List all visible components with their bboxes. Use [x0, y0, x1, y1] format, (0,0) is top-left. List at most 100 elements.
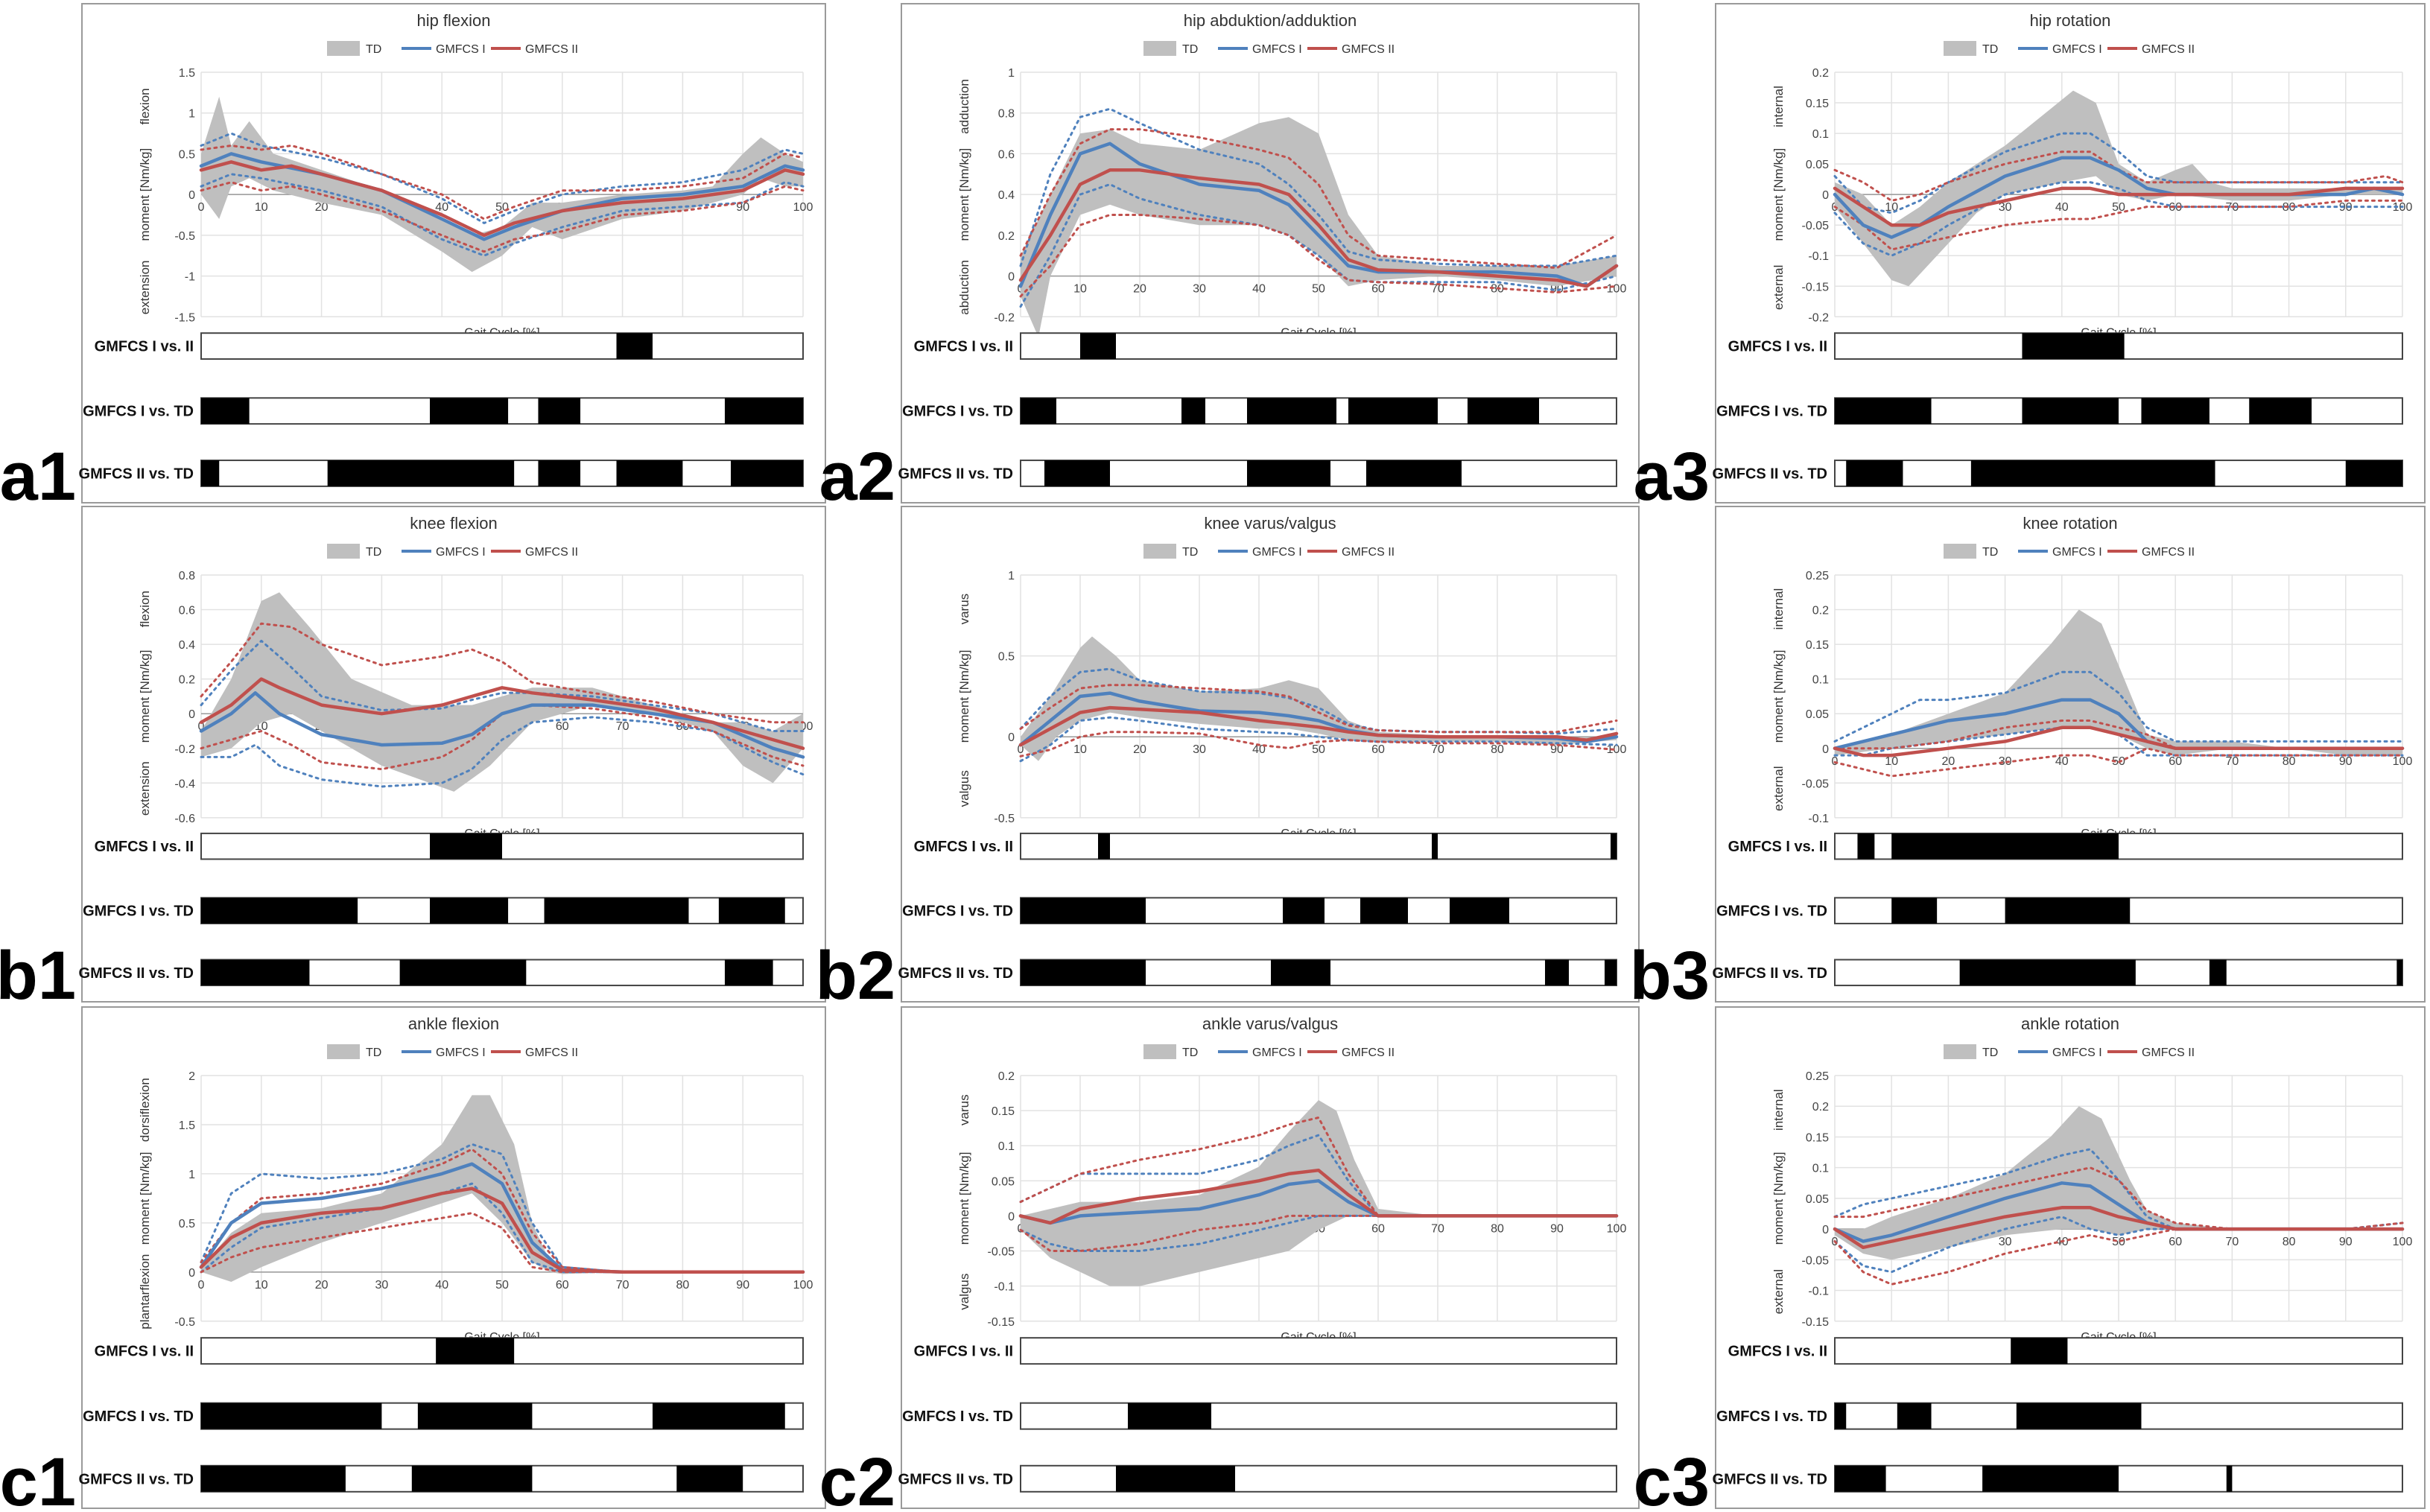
x-tick-label: 0: [198, 1279, 205, 1292]
significance-segment: [1181, 398, 1205, 425]
y-tick-label: 0: [1822, 1224, 1829, 1236]
significance-segment: [411, 1465, 533, 1492]
y-tick-label: -0.2: [1808, 311, 1829, 324]
y-axis-unit-label: moment [Nm/kg]: [957, 650, 971, 743]
significance-row-i-vs-ii: GMFCS I vs. II: [1728, 832, 2403, 860]
y-axis-negative-label: extension: [138, 261, 152, 315]
panel-b3: knee rotation TD GMFCS I GMFCS II -0.1 -0.05 0…: [1630, 506, 2426, 1014]
significance-segment: [1128, 1403, 1211, 1429]
y-tick-label: -0.05: [1802, 220, 1830, 232]
panel-label: c1: [0, 1444, 76, 1512]
y-tick-label: 0: [1008, 1210, 1015, 1223]
y-axis-positive-label: adduction: [957, 79, 971, 134]
x-tick-label: 50: [2112, 1236, 2125, 1248]
panel-a2: hip abduktion/adduktion TD GMFCS I GMFCS II…: [819, 3, 1640, 515]
legend-label-gmfcs2: GMFCS II: [1342, 43, 1395, 56]
x-tick-label: 90: [736, 201, 749, 214]
significance-segment: [399, 959, 527, 986]
x-tick-label: 60: [2169, 755, 2182, 768]
y-tick-label: 0.1: [998, 1140, 1015, 1153]
y-axis-negative-label: abduction: [957, 260, 971, 315]
y-axis-positive-label: internal: [1771, 588, 1786, 630]
y-tick-label: -0.5: [994, 813, 1015, 825]
y-tick-label: -0.15: [1802, 1316, 1830, 1329]
significance-segment: [2022, 398, 2119, 425]
x-tick-label: 80: [1491, 1222, 1504, 1235]
gmfcs2-upper-sd-line: [1833, 150, 2404, 202]
y-axis-labels: moment [Nm/kg] dorsiflexion plantarflexion: [138, 1078, 152, 1330]
x-tick-label: 10: [255, 1279, 268, 1292]
x-tick-label: 40: [2055, 755, 2069, 768]
panel-c1: ankle flexion TD GMFCS I GMFCS II -0.5 0 0.5 1 1…: [0, 1006, 826, 1512]
legend: TD GMFCS I GMFCS II: [1944, 41, 2195, 56]
significance-segment: [1891, 898, 1938, 924]
panel-label: b1: [0, 938, 76, 1014]
legend-label-td: TD: [1982, 546, 1998, 559]
significance-segment: [430, 833, 502, 860]
x-tick-label: 100: [793, 1279, 813, 1292]
significance-segment: [1835, 1403, 1847, 1429]
significance-row-i-vs-td: GMFCS I vs. TD: [83, 897, 804, 924]
significance-segment: [1605, 959, 1617, 986]
y-tick-label: 0.2: [1812, 1101, 1829, 1114]
x-tick-label: 10: [255, 201, 268, 214]
x-tick-label: 50: [2112, 201, 2125, 214]
significance-row-i-vs-ii: GMFCS I vs. II: [95, 332, 804, 360]
y-tick-label: 0.05: [1806, 708, 1829, 721]
y-tick-label: 0: [1822, 743, 1829, 756]
significance-segment: [538, 460, 581, 486]
gmfcs1-mean-line: [199, 691, 805, 759]
panel-label: a2: [819, 439, 895, 515]
x-tick-label: 100: [1607, 1222, 1627, 1235]
y-axis-negative-label: plantarflexion: [138, 1254, 152, 1330]
y-tick-label: 0.2: [1812, 67, 1829, 80]
x-tick-label: 70: [2226, 1236, 2239, 1248]
y-tick-label: 0.4: [998, 189, 1015, 202]
comparison-label: GMFCS I vs. II: [95, 1344, 194, 1360]
significance-row-i-vs-td: GMFCS I vs. TD: [1716, 897, 2403, 924]
gmfcs2-mean-line: [199, 677, 805, 750]
y-tick-label: -0.05: [988, 1246, 1015, 1259]
significance-segment: [1283, 898, 1325, 924]
gmfcs2-mean-line: [1018, 1168, 1619, 1225]
significance-segment: [538, 398, 581, 425]
y-axis-positive-label: flexion: [138, 591, 152, 627]
td-band: [1021, 1100, 1617, 1286]
significance-row-ii-vs-td: GMFCS II vs. TD: [79, 959, 804, 987]
y-axis-unit-label: moment [Nm/kg]: [957, 148, 971, 241]
significance-bar-frame: [1020, 1402, 1617, 1430]
significance-segment: [718, 898, 785, 924]
y-tick-label: 1: [188, 108, 195, 121]
significance-segment: [2011, 1338, 2068, 1365]
significance-row-ii-vs-td: GMFCS II vs. TD: [1713, 1464, 2403, 1493]
y-tick-label: 0: [188, 1267, 195, 1280]
x-tick-label: 10: [1885, 755, 1898, 768]
y-tick-label: 0.15: [992, 1105, 1015, 1118]
gmfcs2-upper-sd-line: [1019, 684, 1618, 734]
significance-segment: [2016, 1403, 2142, 1429]
x-tick-label: 60: [1371, 283, 1385, 296]
y-tick-label: 0: [1008, 731, 1015, 744]
x-tick-label: 30: [1999, 1236, 2012, 1248]
x-tick-label: 30: [1999, 755, 2012, 768]
comparison-label: GMFCS I vs. TD: [902, 404, 1013, 420]
y-axis-positive-label: internal: [1771, 86, 1786, 127]
x-tick-label: 60: [1371, 1222, 1385, 1235]
gmfcs2-mean-line: [1833, 186, 2405, 227]
chart-title: knee varus/valgus: [1204, 514, 1336, 533]
y-tick-label: 0.6: [179, 605, 195, 617]
significance-segment: [1348, 398, 1438, 425]
legend-label-gmfcs2: GMFCS II: [2142, 1046, 2195, 1059]
significance-segment: [1468, 398, 1539, 425]
legend-label-gmfcs2: GMFCS II: [1342, 1046, 1395, 1059]
x-tick-label: 70: [1431, 283, 1444, 296]
x-tick-label: 40: [435, 201, 448, 214]
significance-segment: [544, 898, 689, 924]
significance-segment: [1247, 398, 1336, 425]
gmfcs1-upper-sd-line: [1019, 1134, 1618, 1217]
significance-row-i-vs-td: GMFCS I vs. TD: [83, 1402, 804, 1430]
legend: TD GMFCS I GMFCS II: [1143, 41, 1395, 56]
y-tick-label: -0.5: [174, 230, 195, 243]
y-tick-label: 0.25: [1806, 1070, 1829, 1083]
gmfcs2-mean-line: [1833, 1206, 2405, 1250]
